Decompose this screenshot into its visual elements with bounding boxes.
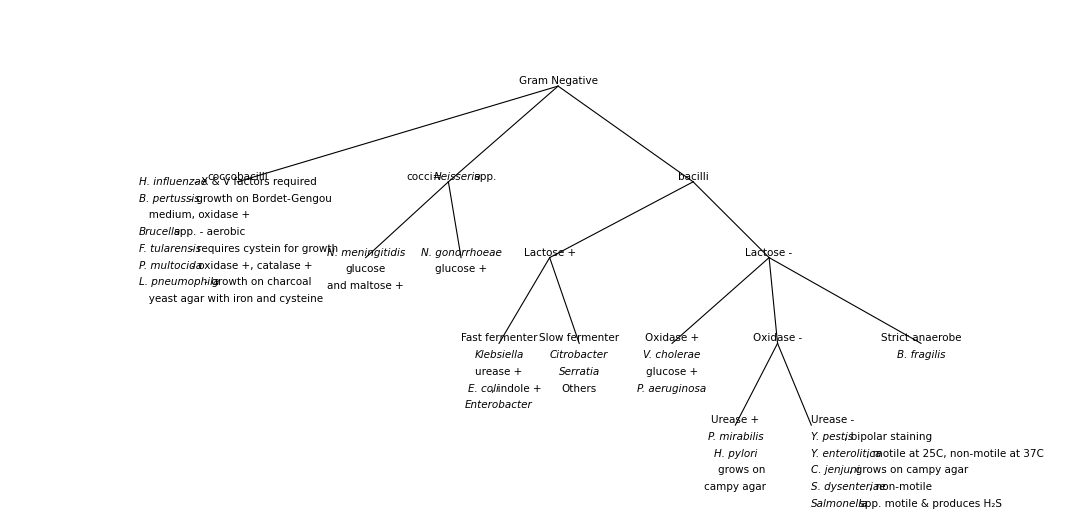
Text: - X & V factors required: - X & V factors required <box>192 177 317 187</box>
Text: Others: Others <box>562 384 597 394</box>
Text: campy agar: campy agar <box>705 482 767 492</box>
Text: C. jenjuni: C. jenjuni <box>811 465 860 476</box>
Text: urease +: urease + <box>476 367 523 377</box>
Text: Urease +: Urease + <box>711 415 759 425</box>
Text: cocci=: cocci= <box>406 172 442 182</box>
Text: grows on: grows on <box>706 465 766 476</box>
Text: yeast agar with iron and cysteine: yeast agar with iron and cysteine <box>138 294 322 304</box>
Text: Citrobacter: Citrobacter <box>550 350 609 360</box>
Text: glucose +: glucose + <box>646 367 698 377</box>
Text: Oxidase -: Oxidase - <box>752 334 803 343</box>
Text: - oxidase +, catalase +: - oxidase +, catalase + <box>187 261 313 270</box>
Text: Brucella: Brucella <box>138 227 181 237</box>
Text: F. tularensis: F. tularensis <box>138 244 200 254</box>
Text: Salmonella: Salmonella <box>811 499 869 509</box>
Text: , motile at 25C, non-motile at 37C: , motile at 25C, non-motile at 37C <box>866 449 1044 458</box>
Text: Y. pestis: Y. pestis <box>811 432 854 442</box>
Text: Klebsiella: Klebsiella <box>475 350 524 360</box>
Text: P. multocida: P. multocida <box>138 261 201 270</box>
Text: Gram Negative: Gram Negative <box>518 76 598 86</box>
Text: Oxidase +: Oxidase + <box>645 334 699 343</box>
Text: coccobacilli: coccobacilli <box>207 172 268 182</box>
Text: glucose: glucose <box>345 264 386 275</box>
Text: - growth on charcoal: - growth on charcoal <box>201 277 311 287</box>
Text: , indole +: , indole + <box>491 384 542 394</box>
Text: P. aeruginosa: P. aeruginosa <box>637 384 707 394</box>
Text: , grows on campy agar: , grows on campy agar <box>849 465 968 476</box>
Text: Serratia: Serratia <box>559 367 600 377</box>
Text: Lactose -: Lactose - <box>746 248 793 257</box>
Text: spp. motile & produces H₂S: spp. motile & produces H₂S <box>856 499 1002 509</box>
Text: B. fragilis: B. fragilis <box>896 350 945 360</box>
Text: Strict anaerobe: Strict anaerobe <box>881 334 962 343</box>
Text: Y. enterolitica: Y. enterolitica <box>811 449 882 458</box>
Text: spp.: spp. <box>470 172 497 182</box>
Text: Neisseria: Neisseria <box>433 172 481 182</box>
Text: B. pertussis: B. pertussis <box>138 194 199 204</box>
Text: L. pneumophila: L. pneumophila <box>138 277 219 287</box>
Text: - growth on Bordet-Gengou: - growth on Bordet-Gengou <box>185 194 331 204</box>
Text: bacilli: bacilli <box>677 172 709 182</box>
Text: - requires cystein for growth: - requires cystein for growth <box>186 244 338 254</box>
Text: P. mirabilis: P. mirabilis <box>708 432 763 442</box>
Text: , bipolar staining: , bipolar staining <box>844 432 932 442</box>
Text: , non-motile: , non-motile <box>869 482 932 492</box>
Text: H. influenzae: H. influenzae <box>138 177 207 187</box>
Text: Lactose +: Lactose + <box>524 248 576 257</box>
Text: Fast fermenter: Fast fermenter <box>461 334 537 343</box>
Text: S. dysenteriae: S. dysenteriae <box>811 482 886 492</box>
Text: Urease -: Urease - <box>811 415 855 425</box>
Text: medium, oxidase +: medium, oxidase + <box>138 210 249 220</box>
Text: N. gonorrhoeae: N. gonorrhoeae <box>420 248 502 257</box>
Text: and maltose +: and maltose + <box>328 281 404 291</box>
Text: N. meningitidis: N. meningitidis <box>327 248 405 257</box>
Text: spp. - aerobic: spp. - aerobic <box>171 227 246 237</box>
Text: V. cholerae: V. cholerae <box>644 350 700 360</box>
Text: H. pylori: H. pylori <box>713 449 757 458</box>
Text: Enterobacter: Enterobacter <box>465 400 533 410</box>
Text: E. coli: E. coli <box>467 384 499 394</box>
Text: glucose +: glucose + <box>435 264 487 275</box>
Text: Slow fermenter: Slow fermenter <box>539 334 620 343</box>
